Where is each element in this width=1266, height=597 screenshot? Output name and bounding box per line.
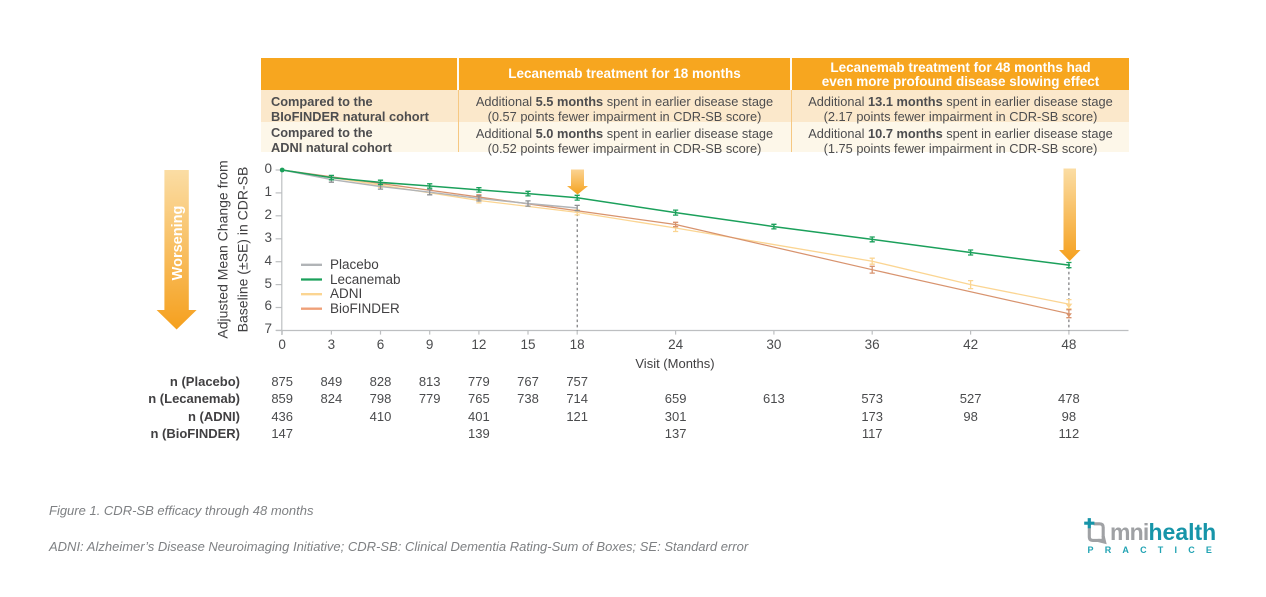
svg-text:Baseline (±SE) in CDR-SB: Baseline (±SE) in CDR-SB: [235, 167, 251, 333]
svg-text:Worsening: Worsening: [170, 206, 186, 281]
svg-text:Adjusted Mean Change from: Adjusted Mean Change from: [215, 160, 231, 338]
